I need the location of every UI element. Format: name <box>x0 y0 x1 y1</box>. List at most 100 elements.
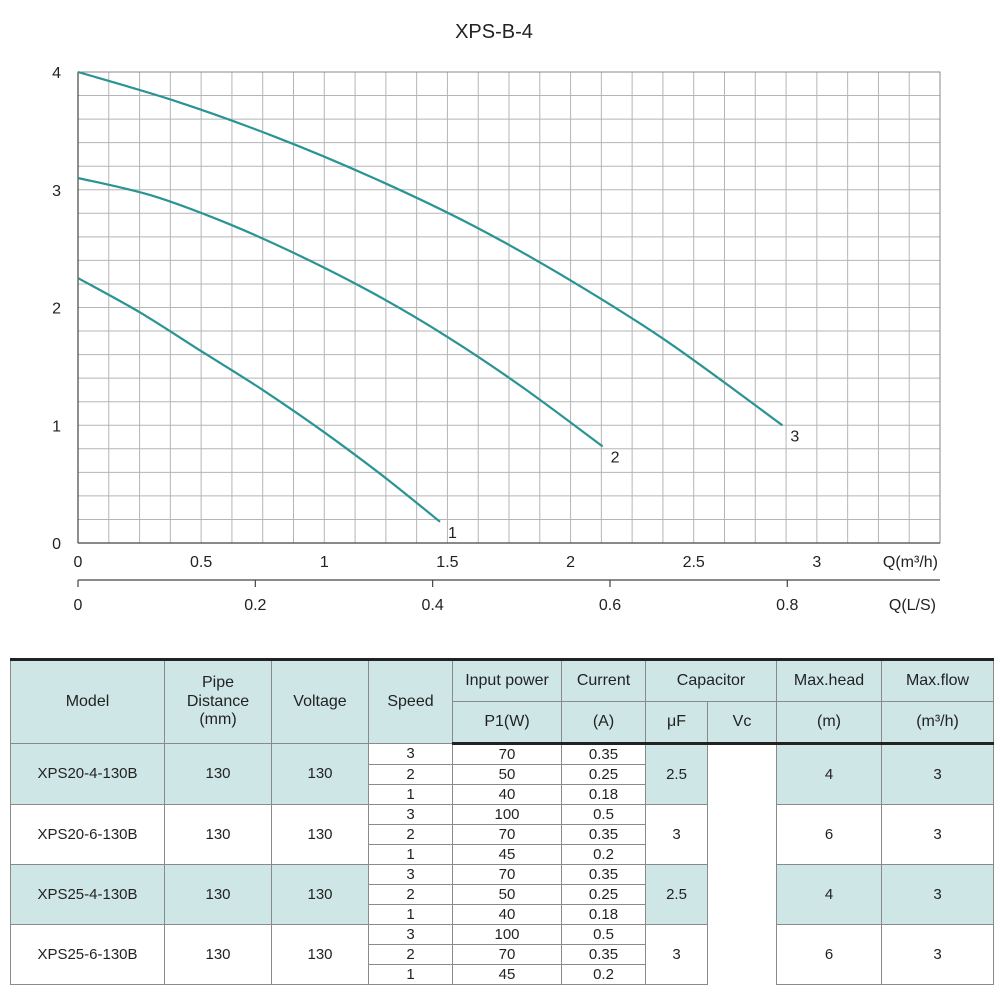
cell-p1: 45 <box>452 964 562 985</box>
table-row: XPS20-4-130B 130 130 3 70 0.35 2.5 4 3 <box>10 743 995 805</box>
chart-title: XPS-B-4 <box>455 21 533 43</box>
cell-speed: 2 <box>368 944 453 965</box>
cell-speed: 1 <box>368 784 453 805</box>
cell-speed: 1 <box>368 904 453 925</box>
header-pipe-line1: Pipe <box>201 674 235 692</box>
x-tick-label: 2 <box>566 554 575 571</box>
cell-flow: 3 <box>881 743 995 805</box>
cell-p1: 100 <box>452 924 562 945</box>
header-pipe-line3: (mm) <box>199 711 237 729</box>
cell-current: 0.25 <box>561 764 646 785</box>
cell-model: XPS25-4-130B <box>10 864 165 925</box>
cell-p1: 40 <box>452 784 562 805</box>
header-current-unit: (A) <box>561 701 646 745</box>
y-tick-label: 4 <box>52 65 61 82</box>
header-voltage: Voltage <box>271 658 369 744</box>
y-tick-label: 0 <box>52 536 61 553</box>
table-row: XPS20-6-130B 130 130 3 100 0.5 3 6 3 <box>10 804 995 865</box>
x-tick-label: 1.5 <box>436 554 458 571</box>
header-max-head: Max.head <box>776 658 883 702</box>
cell-pipe: 130 <box>164 743 272 805</box>
cell-pipe: 130 <box>164 804 272 865</box>
cell-uf: 3 <box>645 924 708 985</box>
cell-voltage: 130 <box>271 743 369 805</box>
cell-speed: 2 <box>368 884 453 905</box>
x-tick-label: 2.5 <box>683 554 705 571</box>
cell-voltage: 130 <box>271 924 369 985</box>
header-p1: P1(W) <box>452 701 562 745</box>
cell-voltage: 130 <box>271 864 369 925</box>
cell-flow: 3 <box>881 924 995 985</box>
spec-table: Model Pipe Distance (mm) Voltage Speed I… <box>10 658 995 985</box>
y-tick-label: 1 <box>52 418 61 435</box>
cell-vc <box>706 924 778 985</box>
header-max-head-unit: (m) <box>776 701 883 745</box>
cell-current: 0.5 <box>561 804 646 825</box>
cell-p1: 45 <box>452 844 562 865</box>
header-current: Current <box>561 658 646 702</box>
x-tick-label: 0 <box>74 554 83 571</box>
cell-current: 0.35 <box>561 824 646 845</box>
chart-grid <box>77 71 941 544</box>
x2-tick-label: 0.2 <box>244 597 266 614</box>
header-capacitor: Capacitor <box>644 658 778 702</box>
cell-uf: 2.5 <box>645 864 708 925</box>
x-tick-label: 1 <box>320 554 329 571</box>
series-line-2 <box>77 176 604 448</box>
cell-head: 6 <box>776 924 883 985</box>
header-input-power: Input power <box>452 658 562 702</box>
cell-speed: 1 <box>368 964 453 985</box>
cell-current: 0.25 <box>561 884 646 905</box>
y-tick-label: 3 <box>52 183 61 200</box>
cell-current: 0.35 <box>561 864 646 885</box>
cell-p1: 70 <box>452 944 562 965</box>
x2-tick-label: 0 <box>74 597 83 614</box>
table-row: 1 45 0.2 <box>11 844 994 865</box>
cell-p1: 70 <box>452 864 562 885</box>
cell-model: XPS20-6-130B <box>10 804 165 865</box>
table-row: XPS25-4-130B 130 130 3 70 0.35 2.5 4 3 <box>10 864 995 925</box>
cell-p1: 50 <box>452 884 562 905</box>
series-line-1 <box>77 277 441 523</box>
x-tick-label: 3 <box>812 554 821 571</box>
cell-uf: 3 <box>645 804 708 865</box>
cell-head: 4 <box>776 743 883 805</box>
cell-current: 0.2 <box>561 844 646 865</box>
cell-model: XPS25-6-130B <box>10 924 165 985</box>
x-tick-label: 0.5 <box>190 554 212 571</box>
cell-speed: 2 <box>368 764 453 785</box>
table-row: 2 50 0.25 <box>11 884 994 905</box>
x2-tick-label: 0.6 <box>599 597 621 614</box>
cell-vc <box>706 743 778 805</box>
header-vc: Vc <box>706 701 778 745</box>
header-pipe-line2: Distance <box>186 692 250 710</box>
cell-current: 0.35 <box>561 743 646 765</box>
series-line-3 <box>77 70 784 427</box>
cell-flow: 3 <box>881 864 995 925</box>
cell-speed: 3 <box>368 743 453 765</box>
cell-pipe: 130 <box>164 924 272 985</box>
cell-current: 0.18 <box>561 904 646 925</box>
cell-speed: 3 <box>368 924 453 945</box>
series-label-1: 1 <box>448 525 457 542</box>
cell-voltage: 130 <box>271 804 369 865</box>
header-speed: Speed <box>368 658 453 744</box>
series-label-2: 2 <box>611 449 620 466</box>
cell-pipe: 130 <box>164 864 272 925</box>
cell-speed: 3 <box>368 804 453 825</box>
x2-axis-label: Q(L/S) <box>889 597 936 614</box>
cell-head: 4 <box>776 864 883 925</box>
cell-speed: 3 <box>368 864 453 885</box>
cell-p1: 70 <box>452 743 562 765</box>
cell-flow: 3 <box>881 804 995 865</box>
cell-model: XPS20-4-130B <box>10 743 165 805</box>
header-max-flow-unit: (m³/h) <box>881 701 995 745</box>
chart-series: 1 2 3 <box>77 70 799 542</box>
cell-p1: 100 <box>452 804 562 825</box>
cell-speed: 2 <box>368 824 453 845</box>
series-label-3: 3 <box>790 428 799 445</box>
header-pipe-distance: Pipe Distance (mm) <box>164 658 272 744</box>
y-tick-label: 2 <box>52 301 61 318</box>
cell-p1: 40 <box>452 904 562 925</box>
